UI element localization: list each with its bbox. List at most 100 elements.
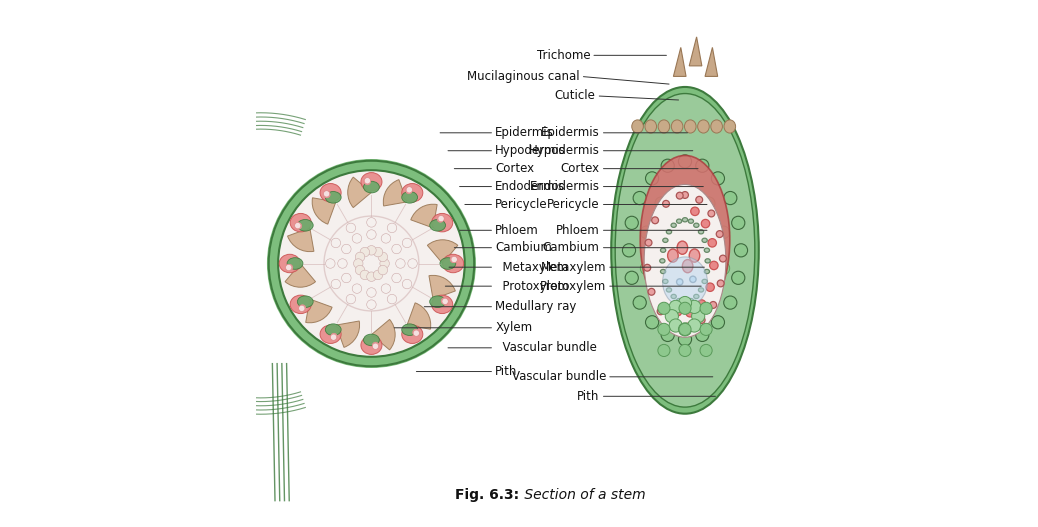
- Ellipse shape: [402, 324, 417, 336]
- Ellipse shape: [660, 259, 665, 263]
- Ellipse shape: [716, 231, 723, 238]
- Text: Cortex: Cortex: [495, 162, 535, 175]
- Wedge shape: [285, 264, 316, 287]
- Ellipse shape: [679, 302, 691, 315]
- Ellipse shape: [732, 216, 745, 229]
- Ellipse shape: [374, 247, 383, 257]
- Circle shape: [269, 161, 474, 366]
- Ellipse shape: [378, 266, 387, 275]
- Circle shape: [299, 305, 306, 311]
- Circle shape: [299, 305, 305, 311]
- Ellipse shape: [704, 269, 710, 274]
- Ellipse shape: [374, 270, 383, 280]
- Ellipse shape: [711, 120, 722, 133]
- Ellipse shape: [674, 308, 682, 316]
- Ellipse shape: [346, 295, 356, 304]
- Ellipse shape: [723, 296, 737, 309]
- Ellipse shape: [660, 248, 665, 252]
- Text: Cambium: Cambium: [543, 241, 600, 254]
- Ellipse shape: [342, 245, 351, 253]
- Circle shape: [364, 179, 371, 185]
- Text: Pith: Pith: [495, 365, 518, 378]
- Ellipse shape: [657, 308, 664, 315]
- Text: Cortex: Cortex: [561, 162, 600, 175]
- Ellipse shape: [658, 345, 670, 356]
- Ellipse shape: [702, 279, 707, 284]
- Ellipse shape: [361, 336, 382, 354]
- Polygon shape: [705, 47, 717, 76]
- Text: Vascular bundle: Vascular bundle: [512, 370, 606, 383]
- Circle shape: [406, 187, 412, 193]
- Ellipse shape: [640, 262, 653, 275]
- Circle shape: [331, 333, 337, 339]
- Ellipse shape: [703, 197, 715, 210]
- Ellipse shape: [689, 276, 696, 282]
- Ellipse shape: [391, 273, 402, 282]
- Text: Endodermis: Endodermis: [529, 180, 600, 193]
- Ellipse shape: [395, 259, 405, 268]
- Ellipse shape: [646, 316, 659, 329]
- Ellipse shape: [655, 197, 667, 210]
- Ellipse shape: [363, 334, 379, 346]
- Ellipse shape: [705, 259, 710, 263]
- Circle shape: [373, 343, 379, 349]
- Ellipse shape: [662, 279, 668, 284]
- Ellipse shape: [679, 323, 691, 336]
- Ellipse shape: [708, 210, 715, 217]
- Ellipse shape: [723, 191, 737, 204]
- Ellipse shape: [679, 155, 691, 168]
- Circle shape: [413, 329, 419, 336]
- Ellipse shape: [658, 302, 670, 314]
- Ellipse shape: [645, 239, 652, 246]
- Ellipse shape: [432, 213, 453, 232]
- Ellipse shape: [693, 223, 699, 227]
- Ellipse shape: [432, 295, 453, 314]
- Ellipse shape: [703, 291, 715, 304]
- Ellipse shape: [662, 257, 708, 307]
- Ellipse shape: [645, 184, 726, 337]
- Ellipse shape: [667, 280, 679, 291]
- Ellipse shape: [717, 280, 725, 287]
- Circle shape: [373, 342, 379, 348]
- Ellipse shape: [672, 120, 683, 133]
- Text: Protoxylem: Protoxylem: [540, 280, 606, 292]
- Ellipse shape: [632, 120, 644, 133]
- Ellipse shape: [688, 300, 701, 314]
- Ellipse shape: [684, 323, 691, 330]
- Ellipse shape: [325, 324, 342, 336]
- Circle shape: [441, 298, 447, 304]
- Ellipse shape: [698, 300, 706, 308]
- Text: Hypodermis: Hypodermis: [495, 144, 566, 157]
- Ellipse shape: [666, 230, 672, 234]
- Ellipse shape: [735, 243, 747, 257]
- Circle shape: [442, 298, 448, 304]
- Circle shape: [285, 265, 293, 271]
- Ellipse shape: [719, 255, 727, 262]
- Ellipse shape: [679, 296, 691, 310]
- Ellipse shape: [403, 238, 412, 248]
- Ellipse shape: [402, 191, 417, 203]
- Ellipse shape: [366, 272, 376, 281]
- Text: Section of a stem: Section of a stem: [520, 489, 646, 502]
- Circle shape: [295, 223, 301, 229]
- Ellipse shape: [658, 324, 670, 336]
- Ellipse shape: [706, 283, 714, 291]
- Ellipse shape: [670, 319, 682, 332]
- Ellipse shape: [699, 230, 704, 234]
- Ellipse shape: [623, 243, 635, 257]
- Text: Phloem: Phloem: [556, 224, 600, 237]
- Wedge shape: [372, 319, 395, 350]
- Ellipse shape: [326, 259, 335, 268]
- Circle shape: [324, 191, 330, 197]
- Ellipse shape: [430, 219, 445, 231]
- Ellipse shape: [611, 87, 759, 414]
- Ellipse shape: [696, 238, 706, 248]
- Ellipse shape: [670, 320, 677, 327]
- Text: Protoxylem: Protoxylem: [495, 280, 569, 292]
- Ellipse shape: [690, 265, 700, 275]
- Ellipse shape: [691, 310, 705, 323]
- Ellipse shape: [700, 324, 712, 336]
- Ellipse shape: [366, 218, 376, 227]
- Ellipse shape: [677, 279, 683, 285]
- Text: Endodermis: Endodermis: [495, 180, 566, 193]
